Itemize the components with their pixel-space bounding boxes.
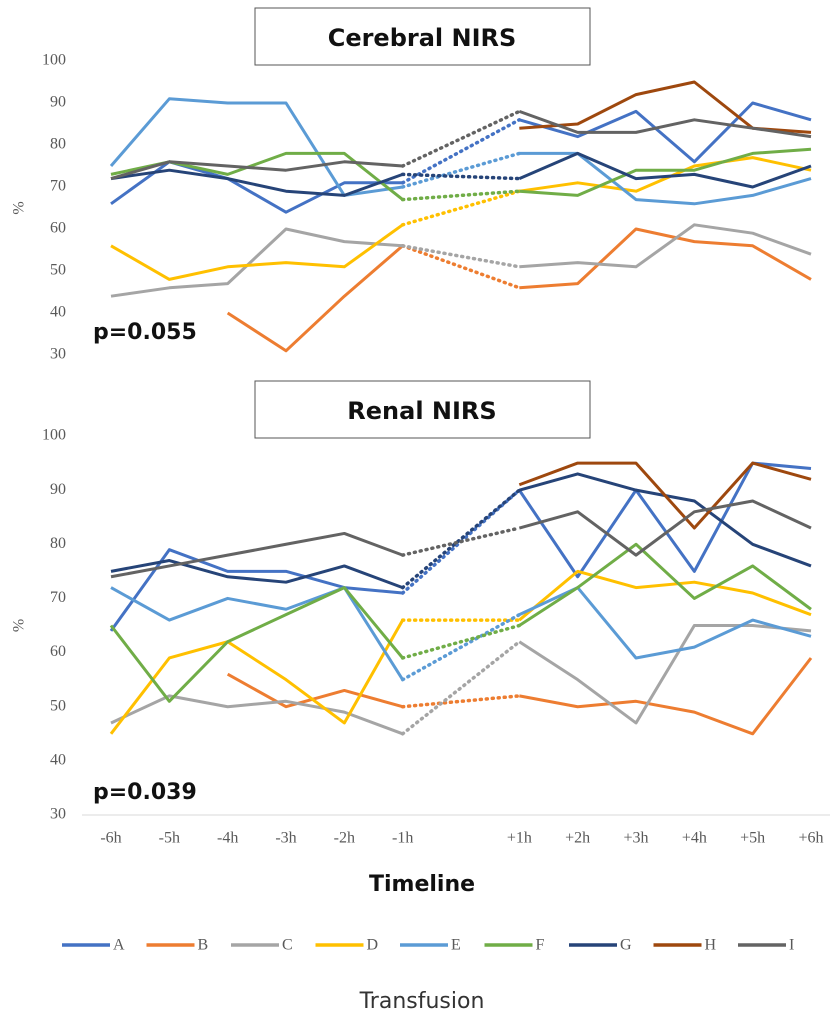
y-tick-label: 30 [50, 346, 66, 363]
x-tick-label: -2h [334, 830, 355, 847]
series-line [110, 160, 403, 214]
series-line [226, 244, 404, 353]
x-tick-label: +4h [682, 830, 707, 847]
series-line [110, 223, 404, 281]
bridge-line [400, 109, 522, 168]
annotation: p=0.055 [93, 320, 197, 345]
series-line [518, 624, 812, 725]
bridge-line [400, 244, 522, 269]
series-line [518, 499, 812, 557]
series-line [518, 151, 812, 189]
x-tick-label: +2h [565, 830, 590, 847]
series-line [518, 461, 812, 579]
annotation: p=0.039 [93, 780, 197, 805]
x-tick-label: -5h [159, 830, 180, 847]
y-tick-label: 80 [50, 136, 66, 153]
y-tick-label: 50 [50, 262, 66, 279]
series-line [109, 619, 404, 735]
series-line [226, 672, 404, 709]
series-line [519, 223, 812, 269]
series-line [110, 531, 404, 579]
y-tick-label: 70 [50, 178, 66, 195]
series-line [519, 147, 812, 197]
bridge-line [400, 526, 522, 557]
y-tick-label: 60 [50, 220, 66, 237]
legend-label: I [789, 937, 794, 954]
series-line [519, 657, 813, 736]
series-line [518, 461, 812, 530]
legend-label: D [367, 937, 379, 954]
series-line [518, 542, 812, 627]
x-tick-label: +3h [623, 830, 648, 847]
x-tick-label: +6h [798, 830, 823, 847]
series-line [110, 168, 404, 197]
y-tick-label: 90 [50, 481, 66, 498]
title-box [254, 380, 591, 439]
title-box [254, 7, 591, 66]
series-line [109, 586, 404, 703]
series-line [110, 227, 403, 298]
x-tick-label: -4h [217, 830, 238, 847]
series-line [518, 586, 812, 660]
y-tick-label: 100 [42, 52, 66, 69]
series-line [519, 227, 812, 290]
caption: Transfusion [359, 989, 485, 1014]
bridge-line [400, 694, 522, 709]
x-tick-label: +1h [507, 830, 532, 847]
legend-label: C [282, 937, 293, 954]
series-line [518, 569, 812, 622]
series-line [110, 694, 404, 736]
y-tick-label: 40 [50, 304, 66, 321]
legend-label: A [113, 937, 125, 954]
legend-label: E [451, 937, 461, 954]
y-tick-label: 90 [50, 94, 66, 111]
series-line [518, 472, 812, 568]
x-tick-label: -3h [275, 830, 296, 847]
chart-title: Cerebral NIRS [328, 24, 517, 52]
bridge-line [400, 151, 522, 189]
y-tick-label: 30 [50, 806, 66, 823]
x-axis-title: Timeline [369, 872, 475, 897]
y-tick-label: 100 [42, 427, 66, 444]
bridge-line [400, 189, 522, 202]
series-line [519, 156, 812, 193]
series-line [110, 160, 403, 181]
bridge-line [400, 189, 522, 227]
bridge-line [400, 639, 522, 736]
bridge-line [400, 118, 522, 185]
y-axis-label: % [11, 619, 28, 632]
y-axis-label: % [11, 201, 28, 214]
series-line [519, 151, 812, 206]
series-line [110, 559, 404, 590]
bridge-line [400, 612, 522, 682]
legend-label: H [705, 937, 717, 954]
y-tick-label: 70 [50, 589, 66, 606]
x-tick-label: +5h [740, 830, 765, 847]
series-line [109, 97, 403, 197]
series-line [110, 586, 404, 681]
y-tick-label: 50 [50, 697, 66, 714]
bridge-line [400, 488, 522, 590]
chart-title: Renal NIRS [347, 397, 496, 425]
x-tick-label: -1h [392, 830, 413, 847]
bridge-line [400, 623, 522, 660]
legend-label: G [620, 937, 632, 954]
y-tick-label: 80 [50, 535, 66, 552]
bridge-line [400, 244, 522, 290]
legend-label: F [536, 937, 545, 954]
y-tick-label: 60 [50, 643, 66, 660]
legend-label: B [198, 937, 209, 954]
y-tick-label: 40 [50, 752, 66, 769]
x-tick-label: -6h [100, 830, 121, 847]
bridge-line [400, 172, 522, 181]
series-line [518, 109, 812, 139]
series-line [518, 101, 812, 164]
